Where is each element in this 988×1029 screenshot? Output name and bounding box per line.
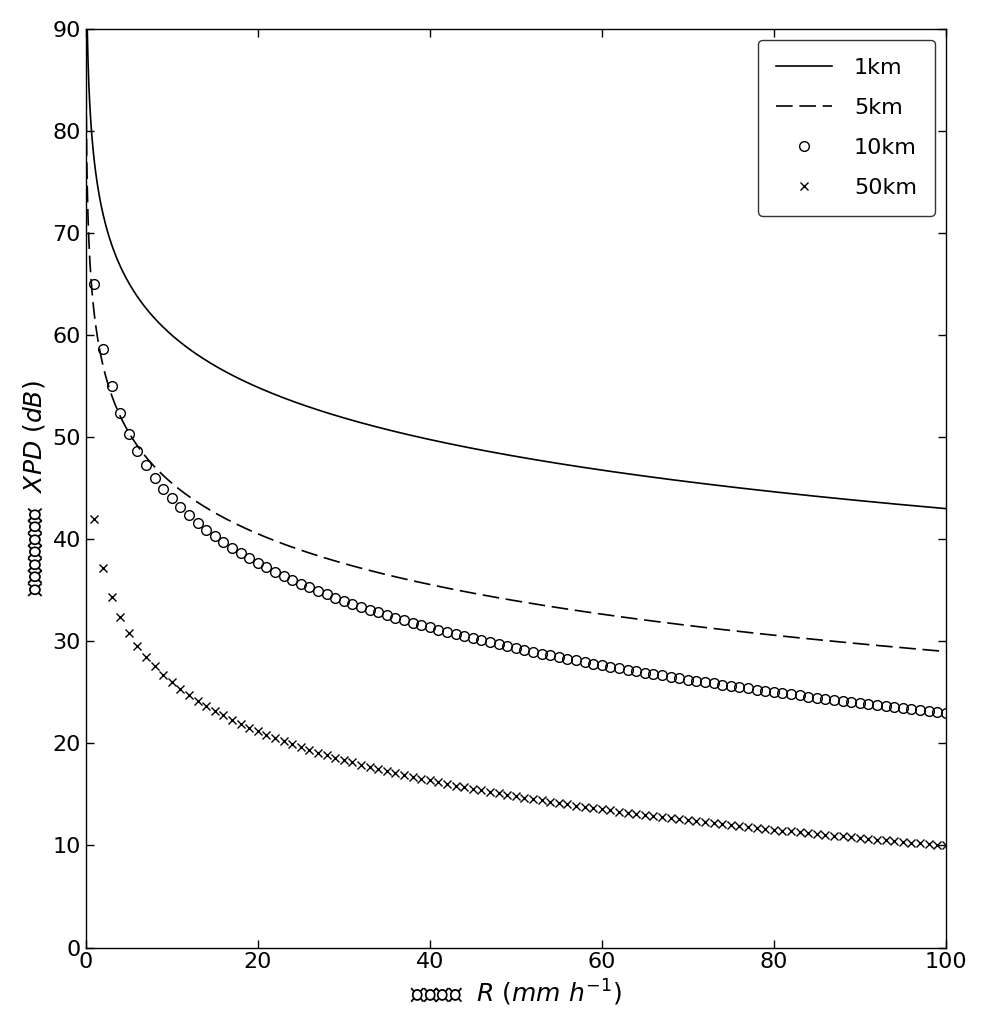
- 10km: [527, 646, 538, 659]
- 50km: [88, 512, 100, 525]
- 1km: [124, 278, 135, 290]
- Line: 5km: 5km: [86, 0, 946, 651]
- 50km: [897, 836, 909, 848]
- 1km: [498, 448, 510, 460]
- 10km: [287, 574, 298, 587]
- 50km: [871, 833, 883, 846]
- Line: 1km: 1km: [86, 0, 946, 508]
- 1km: [915, 500, 927, 512]
- Line: 10km: 10km: [90, 279, 950, 717]
- 50km: [596, 803, 608, 815]
- 5km: [915, 643, 927, 655]
- 50km: [527, 793, 538, 806]
- 1km: [475, 443, 487, 456]
- 10km: [596, 659, 608, 671]
- X-axis label: 降雨强度  $R$ $(mm$ $h^{-1})$: 降雨强度 $R$ $(mm$ $h^{-1})$: [410, 978, 621, 1008]
- 10km: [88, 278, 100, 290]
- 50km: [252, 725, 264, 738]
- 10km: [897, 702, 909, 714]
- 5km: [915, 643, 927, 655]
- Line: 50km: 50km: [90, 514, 950, 850]
- 10km: [252, 557, 264, 569]
- 50km: [940, 840, 951, 852]
- Legend: 1km, 5km, 10km, 50km: 1km, 5km, 10km, 50km: [759, 40, 935, 215]
- 50km: [287, 738, 298, 750]
- 5km: [757, 628, 769, 640]
- 1km: [940, 502, 951, 514]
- Y-axis label: 交叉极化分辨率  $XPD$ $(dB)$: 交叉极化分辨率 $XPD$ $(dB)$: [21, 381, 46, 596]
- 1km: [915, 500, 927, 512]
- 10km: [940, 707, 951, 719]
- 5km: [475, 589, 487, 601]
- 5km: [940, 645, 951, 658]
- 5km: [498, 593, 510, 605]
- 5km: [124, 428, 135, 440]
- 10km: [871, 699, 883, 711]
- 1km: [757, 485, 769, 497]
